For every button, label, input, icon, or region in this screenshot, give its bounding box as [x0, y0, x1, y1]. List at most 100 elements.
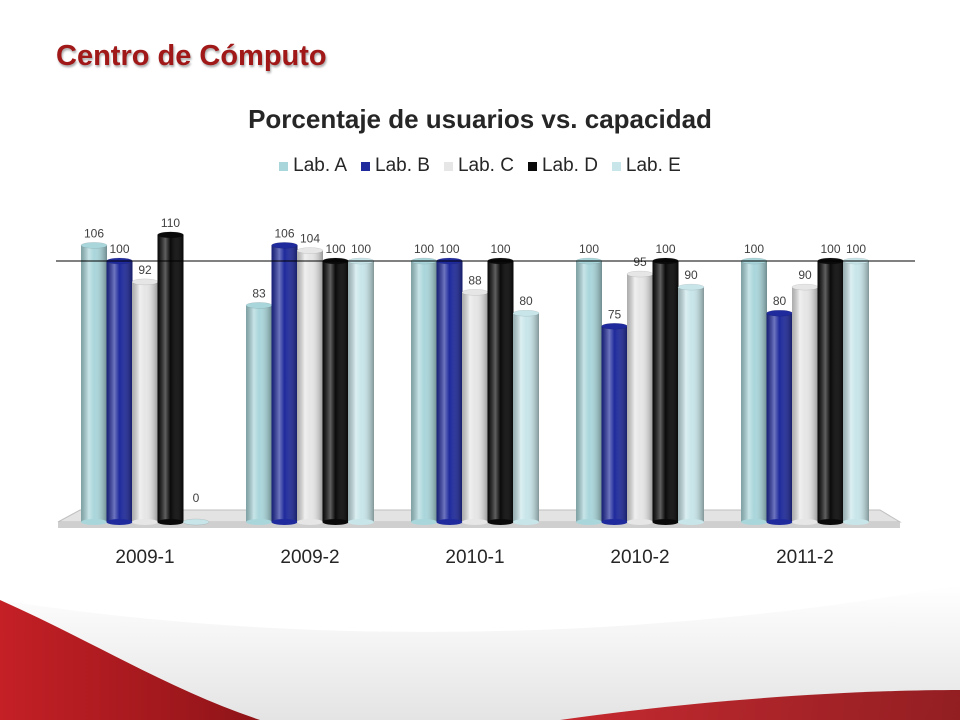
data-label: 88 [468, 273, 482, 287]
bar-shading [246, 305, 272, 522]
legend-label: Lab. C [457, 155, 514, 176]
bar [842, 257, 870, 525]
data-label: 75 [608, 307, 622, 321]
bar [106, 257, 133, 525]
bar-base [843, 519, 869, 525]
bar-base [132, 519, 158, 525]
bar-base [246, 519, 272, 525]
bar-cap [601, 323, 628, 330]
data-label: 100 [109, 242, 129, 256]
bar [410, 257, 438, 525]
bar [322, 257, 349, 525]
x-tick-label: 2010-1 [445, 547, 504, 568]
decor-grey-swoosh [0, 585, 960, 720]
legend-swatch [611, 161, 621, 171]
bar-base [411, 519, 437, 525]
data-label: 100 [439, 242, 459, 256]
bar [575, 257, 603, 525]
data-label: 100 [325, 242, 345, 256]
bar-shading [348, 261, 374, 522]
bar-shading [462, 292, 488, 522]
bar [677, 283, 705, 525]
bar-base [741, 519, 767, 525]
data-label: 92 [138, 263, 152, 277]
bar-cap [791, 283, 819, 291]
bar [817, 257, 844, 525]
bar-base [792, 519, 818, 525]
bar-shading [652, 261, 679, 522]
bar [791, 283, 819, 525]
bar-cap [766, 309, 793, 317]
bar-shading [322, 261, 349, 522]
bar [80, 242, 108, 525]
bar [487, 257, 514, 525]
bar-shading [436, 261, 463, 522]
bar-shading [766, 313, 793, 522]
bar-shading [627, 274, 653, 522]
bar-shading [411, 261, 437, 522]
data-label: 100 [490, 242, 510, 256]
bar [652, 257, 679, 525]
legend-swatch [443, 161, 453, 171]
bar [347, 257, 375, 525]
bar [461, 289, 489, 525]
bar-shading [792, 287, 818, 522]
legend-label: Lab. B [375, 155, 430, 176]
legend-item: Lab. B [361, 155, 430, 177]
bar [182, 518, 210, 526]
chart-floor-edge [58, 522, 900, 528]
bar [512, 309, 540, 525]
bar-shading [601, 326, 628, 522]
bar-shading [741, 261, 767, 522]
bar-cap [131, 278, 159, 286]
bar-base [652, 519, 679, 525]
data-label: 110 [161, 216, 180, 230]
x-tick-label: 2010-2 [610, 547, 669, 568]
bar-cap [461, 289, 489, 296]
bar-cap [80, 242, 108, 249]
bar-base [513, 519, 539, 525]
data-label: 90 [798, 268, 812, 282]
bar-cap [182, 518, 210, 526]
bar-base [157, 519, 184, 525]
x-tick-label: 2011-2 [776, 547, 834, 568]
bar-cap [296, 247, 324, 254]
legend-swatch [527, 161, 537, 171]
data-label: 90 [684, 268, 698, 282]
legend-label: Lab. D [541, 155, 598, 176]
bar-cap [245, 302, 273, 309]
bar-shading [271, 245, 298, 522]
bar-shading [843, 261, 869, 522]
bar [271, 242, 298, 525]
data-label: 95 [633, 255, 647, 269]
bar [766, 309, 793, 525]
x-tick-label: 2009-1 [115, 547, 174, 568]
decor-red-swoosh [0, 600, 260, 720]
bar-shading [817, 261, 844, 522]
data-label: 106 [84, 226, 104, 240]
data-label: 106 [274, 226, 294, 240]
bar-base [297, 519, 323, 525]
bar-shading [157, 234, 184, 522]
data-label: 100 [846, 242, 866, 256]
bar-shading [297, 250, 323, 522]
legend-item: Lab. D [527, 155, 598, 177]
data-label: 100 [579, 242, 599, 256]
legend-swatch [361, 161, 371, 171]
data-label: 83 [252, 286, 266, 300]
data-label: 104 [300, 232, 320, 246]
bar-shading [576, 261, 602, 522]
bar [436, 257, 463, 525]
legend-label: Lab. A [293, 155, 348, 176]
bar-shading [106, 261, 133, 522]
legend-label: Lab. E [625, 155, 681, 176]
data-label: 80 [519, 294, 533, 308]
bar-base [601, 519, 628, 525]
legend-item: Lab. A [279, 155, 347, 177]
bar-cap [157, 231, 184, 239]
legend-item: Lab. C [443, 155, 514, 177]
bar-shading [678, 287, 704, 522]
bar-shading [513, 313, 539, 522]
bar-cap [512, 309, 540, 317]
